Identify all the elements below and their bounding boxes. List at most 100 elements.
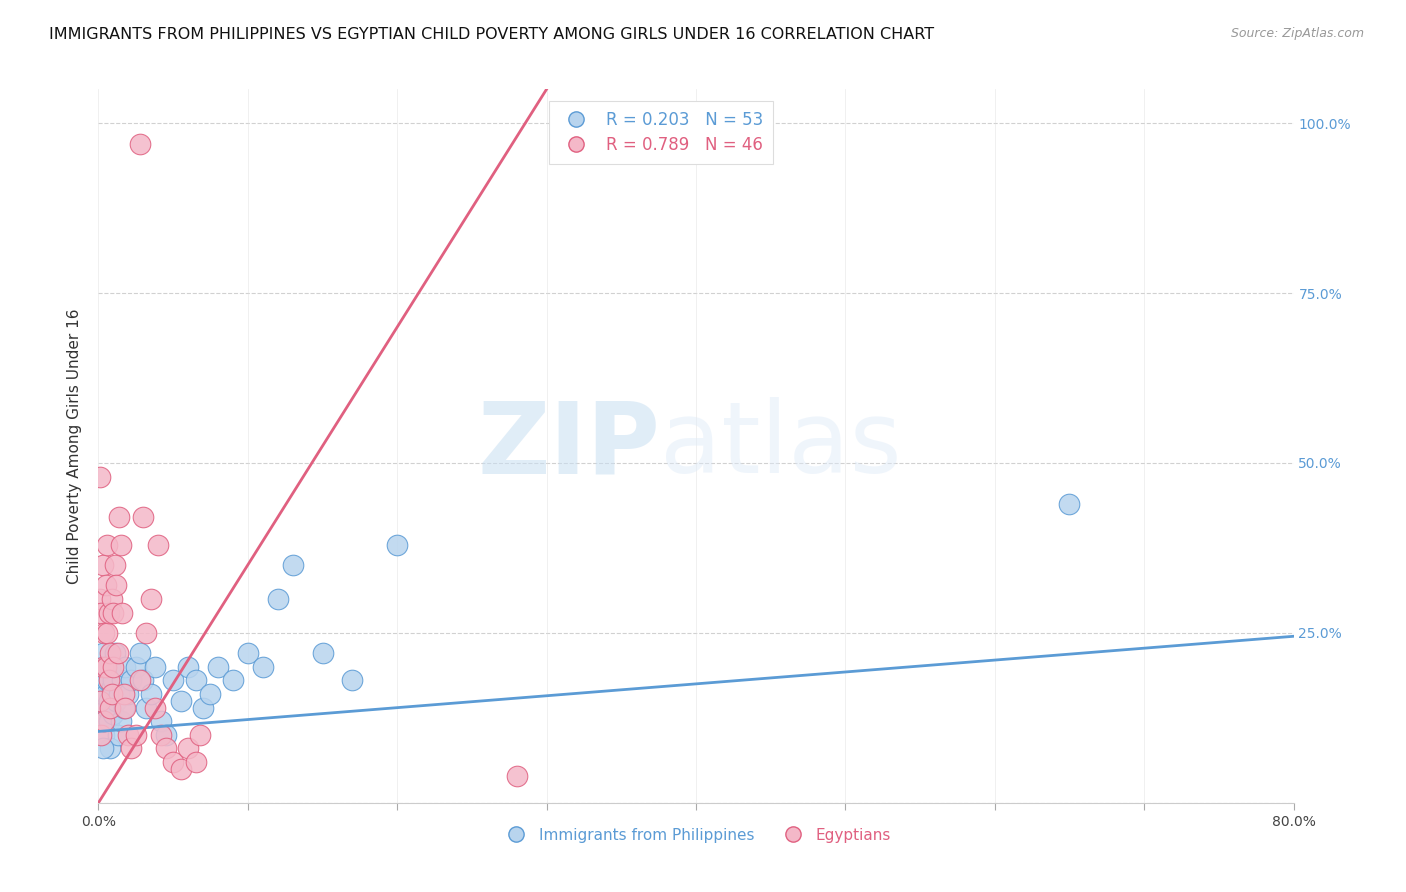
Point — [101, 680, 124, 694]
Point — [94, 660, 117, 674]
Point — [155, 741, 177, 756]
Point — [103, 707, 125, 722]
Point — [112, 687, 135, 701]
Point — [91, 741, 114, 756]
Point — [89, 469, 111, 483]
Point — [125, 728, 148, 742]
Point — [103, 673, 125, 688]
Point — [184, 673, 207, 688]
Point — [184, 755, 207, 769]
Point — [96, 673, 118, 688]
Point — [96, 626, 118, 640]
Point — [101, 591, 124, 606]
Point — [120, 673, 142, 688]
Point — [342, 673, 364, 688]
Text: atlas: atlas — [661, 398, 901, 494]
Point — [91, 714, 114, 729]
Point — [110, 714, 132, 729]
Point — [139, 687, 162, 701]
Point — [148, 537, 170, 551]
Point — [111, 606, 134, 620]
Point — [94, 687, 117, 701]
Point — [90, 606, 112, 620]
Point — [90, 660, 112, 674]
Point — [107, 728, 129, 742]
Point — [112, 700, 135, 714]
Point — [98, 700, 122, 714]
Point — [200, 687, 222, 701]
Point — [103, 606, 125, 620]
Point — [89, 673, 111, 688]
Point — [114, 700, 136, 714]
Point — [117, 728, 139, 742]
Point — [114, 660, 136, 674]
Point — [96, 537, 118, 551]
Text: ZIP: ZIP — [477, 398, 661, 494]
Point — [281, 558, 304, 572]
Point — [129, 673, 152, 688]
Point — [155, 728, 177, 742]
Point — [132, 510, 155, 524]
Point — [135, 700, 157, 714]
Point — [150, 714, 173, 729]
Point — [111, 673, 134, 688]
Y-axis label: Child Poverty Among Girls Under 16: Child Poverty Among Girls Under 16 — [67, 309, 83, 583]
Point — [89, 591, 111, 606]
Point — [103, 660, 125, 674]
Point — [91, 646, 114, 660]
Point — [150, 728, 173, 742]
Point — [267, 591, 290, 606]
Point — [90, 728, 112, 742]
Text: Source: ZipAtlas.com: Source: ZipAtlas.com — [1230, 27, 1364, 40]
Point — [506, 769, 529, 783]
Point — [98, 646, 122, 660]
Point — [97, 694, 120, 708]
Point — [129, 646, 152, 660]
Point — [89, 694, 111, 708]
Point — [93, 673, 115, 688]
Point — [91, 558, 114, 572]
Point — [125, 660, 148, 674]
Point — [169, 762, 191, 776]
Point — [108, 687, 131, 701]
Point — [93, 714, 115, 729]
Point — [222, 673, 245, 688]
Point — [105, 578, 128, 592]
Point — [98, 660, 122, 674]
Point — [385, 537, 409, 551]
Point — [191, 700, 214, 714]
Point — [120, 741, 142, 756]
Point — [135, 626, 157, 640]
Point — [143, 660, 166, 674]
Point — [143, 700, 166, 714]
Point — [93, 728, 115, 742]
Point — [162, 755, 184, 769]
Point — [91, 660, 114, 674]
Point — [169, 694, 191, 708]
Point — [93, 626, 115, 640]
Point — [129, 136, 152, 151]
Point — [96, 700, 118, 714]
Point — [94, 660, 117, 674]
Point — [105, 694, 128, 708]
Point — [177, 741, 200, 756]
Point — [139, 591, 162, 606]
Point — [101, 687, 124, 701]
Point — [97, 606, 120, 620]
Point — [236, 646, 259, 660]
Point — [1059, 497, 1081, 511]
Point — [107, 646, 129, 660]
Point — [132, 673, 155, 688]
Text: IMMIGRANTS FROM PHILIPPINES VS EGYPTIAN CHILD POVERTY AMONG GIRLS UNDER 16 CORRE: IMMIGRANTS FROM PHILIPPINES VS EGYPTIAN … — [49, 27, 935, 42]
Point — [108, 510, 131, 524]
Point — [110, 537, 132, 551]
Point — [97, 714, 120, 729]
Point — [207, 660, 229, 674]
Point — [104, 646, 127, 660]
Point — [98, 741, 122, 756]
Point — [97, 673, 120, 688]
Point — [117, 687, 139, 701]
Point — [90, 694, 112, 708]
Point — [104, 558, 127, 572]
Point — [162, 673, 184, 688]
